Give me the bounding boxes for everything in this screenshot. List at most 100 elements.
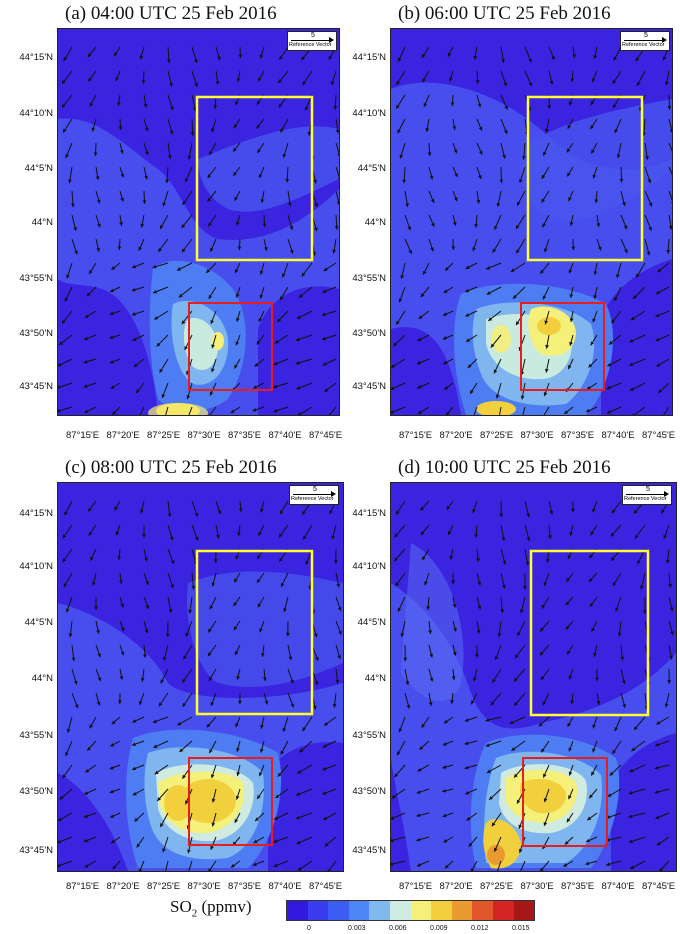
panel-a-lat-tick: 44°15'N xyxy=(19,52,53,63)
colorbar-tick: 0.006 xyxy=(389,925,407,932)
panel-c-lon-tick: 87°30'E xyxy=(187,881,221,892)
reference-arrow-icon xyxy=(293,494,333,495)
panel-b-title: (b) 06:00 UTC 25 Feb 2016 xyxy=(398,3,611,24)
panel-d-lon-tick: 87°30'E xyxy=(520,881,554,892)
panel-c-lon-tick: 87°20'E xyxy=(106,881,140,892)
colorbar-tick: 0.012 xyxy=(471,925,489,932)
panel-d-lon-tick: 87°15'E xyxy=(399,881,433,892)
reference-vector-legend: 5 Reference Vector xyxy=(287,31,337,51)
panel-a-lat-tick: 44°10'N xyxy=(19,108,53,119)
colorbar-swatch xyxy=(431,901,452,920)
panel-c-lat-tick: 43°55'N xyxy=(19,730,53,741)
panel-c-lon-tick: 87°15'E xyxy=(66,881,100,892)
panel-a-lon-tick: 87°30'E xyxy=(187,430,221,441)
panel-b-lat-tick: 44°N xyxy=(364,217,386,228)
panel-d-lat-tick: 43°50'N xyxy=(352,786,386,797)
panel-b-lat-tick: 43°55'N xyxy=(352,273,386,284)
panel-a-lat-tick: 44°N xyxy=(31,217,53,228)
panel-d-lat-tick: 44°15'N xyxy=(352,508,386,519)
colorbar-tick: 0 xyxy=(307,925,311,932)
panel-c-lon-tick: 87°35'E xyxy=(228,881,262,892)
panel-c-lat-tick: 44°10'N xyxy=(19,561,53,572)
panel-b-map: 5 Reference Vector xyxy=(390,28,673,416)
north-region-box xyxy=(529,549,650,717)
colorbar xyxy=(286,900,536,921)
panel-c-lon-tick: 87°40'E xyxy=(268,881,302,892)
panel-b-lon-tick: 87°30'E xyxy=(520,430,554,441)
panel-d-lat-tick: 44°N xyxy=(364,673,386,684)
panel-b-lon-tick: 87°20'E xyxy=(439,430,473,441)
colorbar-swatch xyxy=(348,901,370,920)
colorbar-tick: 0.003 xyxy=(348,925,366,932)
panel-a-title: (a) 04:00 UTC 25 Feb 2016 xyxy=(65,3,277,24)
panel-c-lat-tick: 44°15'N xyxy=(19,508,53,519)
panel-d-map: 5 Reference Vector xyxy=(390,482,677,872)
colorbar-swatch xyxy=(513,901,535,920)
panel-d-lat-tick: 43°45'N xyxy=(352,845,386,856)
colorbar-swatch xyxy=(328,901,349,920)
panel-a-map: 5 Reference Vector xyxy=(57,28,340,416)
panel-d-lon-tick: 87°25'E xyxy=(480,881,514,892)
colorbar-swatch xyxy=(410,901,432,920)
panel-d-lat-tick: 44°10'N xyxy=(352,561,386,572)
reference-arrow-icon xyxy=(291,40,331,41)
north-region-box xyxy=(526,95,644,262)
colorbar-swatch xyxy=(472,901,493,920)
panel-a-lon-tick: 87°20'E xyxy=(106,430,140,441)
colorbar-swatch xyxy=(369,901,390,920)
panel-c-lat-tick: 43°50'N xyxy=(19,786,53,797)
panel-b-lat-tick: 44°5'N xyxy=(357,163,386,174)
panel-b-lat-tick: 43°45'N xyxy=(352,381,386,392)
panel-d-lat-tick: 44°5'N xyxy=(357,617,386,628)
panel-b-lon-tick: 87°15'E xyxy=(399,430,433,441)
panel-b-lat-tick: 43°50'N xyxy=(352,328,386,339)
panel-a-lon-tick: 87°40'E xyxy=(268,430,302,441)
panel-a-lon-tick: 87°25'E xyxy=(147,430,181,441)
colorbar-title: SO2 (ppmv) xyxy=(170,897,252,920)
reference-vector-legend: 5 Reference Vector xyxy=(620,31,670,51)
panel-c-map: 5 Reference Vector xyxy=(57,482,344,872)
panel-c-lat-tick: 44°N xyxy=(31,673,53,684)
colorbar-tick: 0.009 xyxy=(430,925,448,932)
reference-vector-legend: 5 Reference Vector xyxy=(622,485,672,505)
panel-d-lat-tick: 43°55'N xyxy=(352,730,386,741)
colorbar-swatch xyxy=(307,901,329,920)
panel-d-lon-tick: 87°20'E xyxy=(439,881,473,892)
south-region-box xyxy=(188,757,273,846)
panel-a-lat-tick: 43°55'N xyxy=(19,273,53,284)
panel-b-lat-tick: 44°10'N xyxy=(352,108,386,119)
panel-c-title: (c) 08:00 UTC 25 Feb 2016 xyxy=(65,457,277,478)
panel-a-lon-tick: 87°15'E xyxy=(66,430,100,441)
south-region-box xyxy=(522,757,608,847)
colorbar-swatch xyxy=(287,901,308,920)
reference-vector-legend: 5 Reference Vector xyxy=(289,485,339,505)
panel-c-lat-tick: 44°5'N xyxy=(24,617,53,628)
north-region-box xyxy=(195,95,314,262)
south-region-box xyxy=(188,302,273,391)
panel-c-lat-tick: 43°45'N xyxy=(19,845,53,856)
south-region-box xyxy=(520,302,605,391)
panel-d-lon-tick: 87°45'E xyxy=(642,881,676,892)
colorbar-tick: 0.015 xyxy=(512,925,530,932)
reference-arrow-icon xyxy=(626,494,666,495)
north-region-box xyxy=(195,549,314,716)
panel-b-lat-tick: 44°15'N xyxy=(352,52,386,63)
panel-d-title: (d) 10:00 UTC 25 Feb 2016 xyxy=(398,457,611,478)
colorbar-swatch xyxy=(492,901,514,920)
panel-b-lon-tick: 87°35'E xyxy=(561,430,595,441)
panel-a-lat-tick: 43°50'N xyxy=(19,328,53,339)
panel-c-lon-tick: 87°25'E xyxy=(147,881,181,892)
panel-a-lon-tick: 87°45'E xyxy=(309,430,343,441)
panel-b-lon-tick: 87°40'E xyxy=(601,430,635,441)
panel-a-lat-tick: 43°45'N xyxy=(19,381,53,392)
panel-a-lat-tick: 44°5'N xyxy=(24,163,53,174)
panel-b-lon-tick: 87°25'E xyxy=(480,430,514,441)
panel-c-lon-tick: 87°45'E xyxy=(309,881,343,892)
panel-d-lon-tick: 87°40'E xyxy=(601,881,635,892)
colorbar-swatch xyxy=(451,901,473,920)
colorbar-swatch xyxy=(389,901,411,920)
panel-d-lon-tick: 87°35'E xyxy=(561,881,595,892)
panel-b-lon-tick: 87°45'E xyxy=(642,430,676,441)
reference-arrow-icon xyxy=(624,40,664,41)
panel-a-lon-tick: 87°35'E xyxy=(228,430,262,441)
